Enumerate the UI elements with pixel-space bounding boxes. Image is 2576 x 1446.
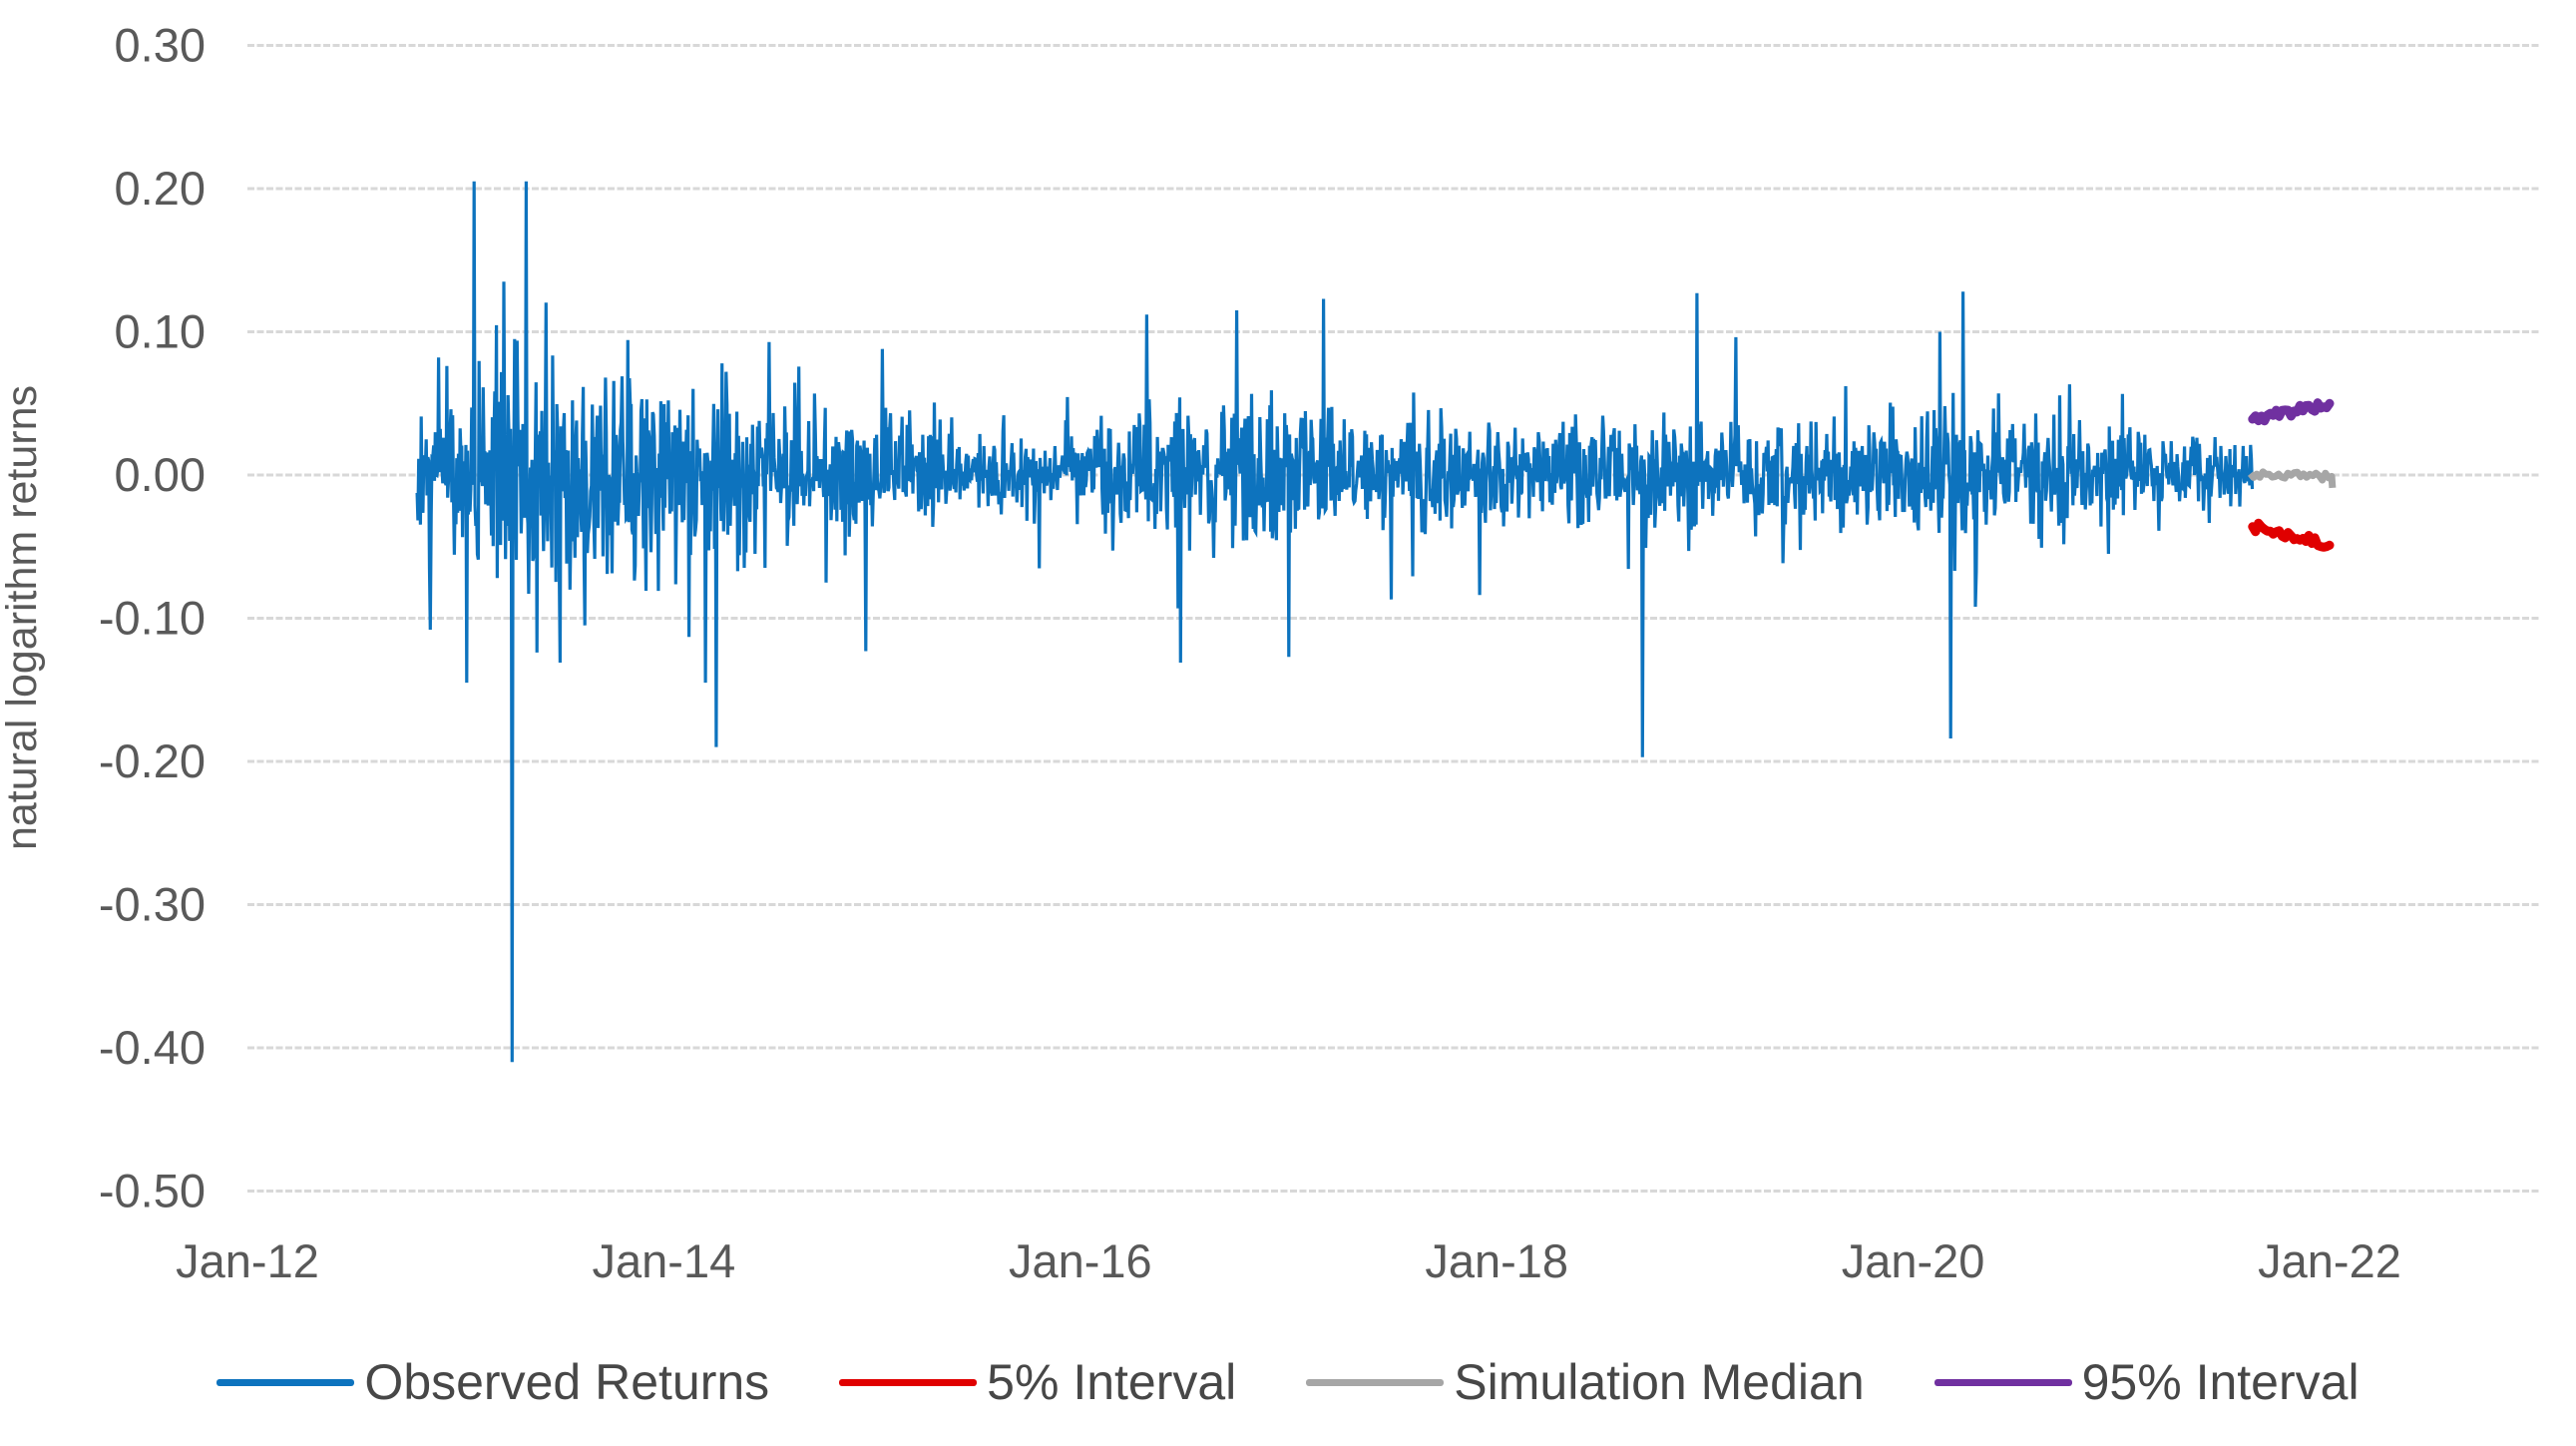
y-tick-label: 0.30 [115, 19, 206, 72]
x-tick-label: Jan-20 [1842, 1234, 1985, 1287]
observed-returns-line [415, 181, 2255, 1063]
p5-interval-line [2248, 518, 2335, 552]
y-axis-tick-labels: 0.30 0.20 0.10 0.00 -0.10 -0.20 -0.30 -0.40 -0.5… [99, 19, 206, 1217]
p95-interval-line [2248, 398, 2335, 426]
x-tick-label: Jan-14 [593, 1234, 736, 1287]
x-tick-label: Jan-18 [1425, 1234, 1568, 1287]
simulation-median-line [2247, 468, 2337, 489]
legend-line-swatch [1933, 1378, 2072, 1386]
x-tick-label: Jan-12 [176, 1234, 319, 1287]
x-axis-tick-labels: Jan-12 Jan-14 Jan-16 Jan-18 Jan-20 Jan-22 [176, 1234, 2401, 1287]
y-tick-label: -0.50 [99, 1165, 206, 1217]
y-tick-label: -0.30 [99, 878, 206, 931]
legend-item: Observed Returns [216, 1353, 769, 1411]
legend-label: 5% Interval [987, 1354, 1237, 1410]
legend-item: 5% Interval [839, 1353, 1236, 1411]
y-tick-label: -0.20 [99, 734, 206, 787]
legend-item: Simulation Median [1306, 1353, 1865, 1411]
y-tick-label: 0.10 [115, 305, 206, 358]
legend-line-swatch [216, 1378, 355, 1386]
x-tick-label: Jan-22 [2258, 1234, 2401, 1287]
gridlines [247, 44, 2539, 1193]
legend-line-swatch [1306, 1378, 1445, 1386]
legend-item: 95% Interval [1933, 1353, 2360, 1411]
y-axis-title: natural logarithm returns [0, 385, 46, 850]
y-tick-label: 0.00 [115, 448, 206, 501]
legend-label: 95% Interval [2081, 1354, 2360, 1410]
legend-label: Observed Returns [364, 1354, 770, 1410]
legend-label: Simulation Median [1454, 1354, 1865, 1410]
y-tick-label: -0.40 [99, 1021, 206, 1074]
legend: Observed Returns 5% Interval Simulation Me… [0, 1347, 2576, 1417]
x-tick-label: Jan-16 [1009, 1234, 1152, 1287]
legend-line-swatch [839, 1378, 978, 1386]
y-tick-label: 0.20 [115, 162, 206, 215]
y-tick-label: -0.10 [99, 592, 206, 645]
